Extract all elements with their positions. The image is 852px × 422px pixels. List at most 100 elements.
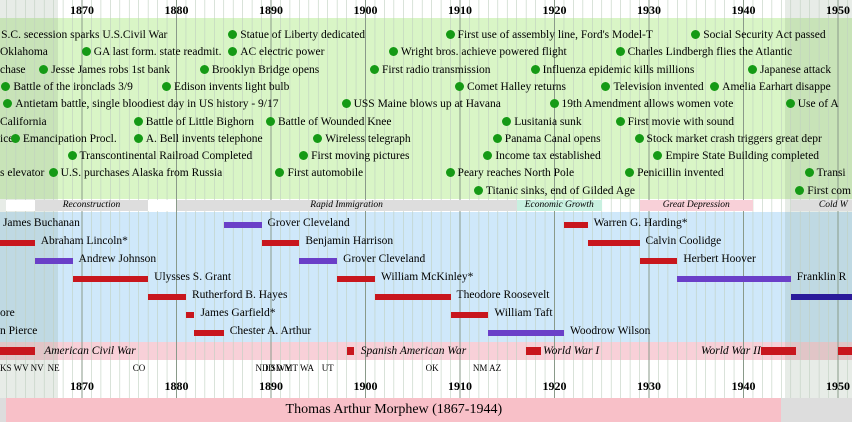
event-item: 19th Amendment allows women vote	[549, 98, 733, 111]
event-item: First automobile	[275, 167, 363, 180]
event-label: Battle of Little Bighorn	[145, 115, 254, 128]
president-term-bar	[34, 258, 73, 264]
event-item: Antietam battle, single bloodiest day in…	[3, 98, 278, 111]
event-label: Japanese attack	[759, 63, 832, 76]
event-item: s elevator	[0, 167, 44, 180]
president-name: Ulysses S. Grant	[154, 271, 232, 283]
president-term-bar	[261, 240, 300, 246]
event-item: Wright bros. achieve powered flight	[388, 46, 567, 59]
president-name: William McKinley*	[380, 271, 474, 283]
president-name: Franklin R	[796, 271, 847, 283]
event-label: Oklahoma	[0, 46, 48, 59]
era-segment: Rapid Immigration	[176, 200, 517, 211]
event-item: California	[0, 116, 47, 129]
event-item: U.S. purchases Alaska from Russia	[48, 167, 222, 180]
event-item: First movie with sound	[615, 116, 734, 129]
event-label: Statue of Liberty dedicated	[240, 29, 366, 41]
event-item: USS Maine blows up at Havana	[341, 98, 501, 111]
event-item: Battle of Little Bighorn	[133, 115, 254, 129]
president-name: Herbert Hoover	[683, 253, 756, 265]
event-item: First use of assembly line, Ford's Model…	[445, 29, 653, 42]
event-dot	[341, 99, 351, 109]
statehood-label: ND SD MT WA	[255, 363, 314, 373]
event-item: Transi	[804, 167, 846, 180]
event-label: Battle of the ironclads 3/9	[13, 80, 133, 93]
event-dot	[3, 99, 13, 109]
era-segment: Cold W	[790, 200, 852, 211]
event-dot	[313, 133, 323, 143]
president-term-bar	[148, 294, 186, 300]
event-dot	[634, 133, 644, 143]
president-term-bar	[72, 276, 149, 282]
event-label: Penicillin invented	[637, 167, 724, 180]
year-footer-band	[0, 374, 852, 398]
president-name: Theodore Roosevelt	[456, 289, 550, 301]
president-name: Woodrow Wilson	[569, 325, 651, 337]
event-label: ice	[0, 132, 14, 145]
statehood-label: OK	[425, 363, 439, 373]
event-label: First radio transmission	[381, 63, 491, 76]
event-item: Battle of Wounded Knee	[266, 116, 392, 129]
event-item: Lusitania sunk	[502, 116, 582, 129]
event-label: S.C. secession sparks U.S.Civil War	[1, 29, 168, 41]
event-label: Empire State Building completed	[665, 150, 820, 163]
event-label: Use of A	[797, 98, 839, 111]
president-name: ore	[0, 307, 15, 319]
statehood-label: NM AZ	[472, 363, 502, 373]
event-dot	[804, 168, 814, 178]
event-dot	[133, 133, 143, 143]
event-item: Emancipation Procl.	[10, 132, 117, 146]
event-label: Wireless telegraph	[325, 132, 411, 145]
event-item: First radio transmission	[369, 63, 491, 77]
events-band	[0, 0, 852, 200]
president-name: Rutherford B. Hayes	[191, 289, 288, 301]
decade-label-bottom: 1930	[637, 379, 661, 393]
event-dot	[228, 47, 238, 57]
event-dot	[455, 81, 464, 91]
president-term-bar	[194, 330, 224, 336]
event-label: Influenza epidemic kills millions	[542, 63, 695, 76]
decade-label-bottom: 1950	[826, 379, 850, 393]
event-dot	[625, 168, 635, 178]
president-term-bar	[450, 312, 489, 318]
event-item: Jesse James robs 1st bank	[39, 64, 170, 77]
event-item: A. Bell invents telephone	[133, 133, 263, 146]
president-name: Calvin Coolidge	[645, 235, 722, 247]
event-dot	[48, 168, 58, 178]
event-dot	[39, 64, 49, 74]
event-dot	[67, 151, 77, 161]
event-label: Jesse James robs 1st bank	[51, 63, 171, 76]
president-term-bar	[587, 240, 640, 246]
president-name: Abraham Lincoln*	[40, 235, 128, 247]
event-dot	[615, 116, 625, 126]
event-dot	[162, 81, 172, 91]
era-segment: Reconstruction	[34, 200, 149, 211]
event-dot	[502, 116, 512, 126]
event-dot	[228, 30, 238, 39]
president-term-bar	[299, 258, 338, 264]
decade-label-top: 1910	[448, 3, 472, 17]
president-term-bar	[185, 312, 195, 318]
event-label: Battle of Wounded Knee	[278, 115, 392, 128]
event-label: Emancipation Procl.	[22, 132, 117, 145]
event-dot	[388, 47, 398, 57]
era-segment	[6, 200, 35, 211]
president-name: n Pierce	[0, 325, 38, 337]
event-dot	[795, 185, 805, 195]
president-term-bar	[563, 222, 588, 228]
war-bar	[760, 347, 797, 355]
statehood-label: ID WY	[265, 363, 292, 373]
event-dot	[691, 30, 701, 39]
event-dot	[615, 47, 625, 57]
event-item: Statue of Liberty dedicated	[228, 29, 365, 42]
decade-label-bottom: 1880	[164, 379, 189, 393]
event-item: ice	[0, 133, 13, 146]
event-item: chase	[0, 64, 26, 77]
event-item: Income tax established	[483, 150, 601, 163]
left-shade	[0, 0, 58, 398]
event-item: Empire State Building completed	[653, 150, 819, 163]
president-name: William Taft	[494, 307, 553, 319]
event-dot	[266, 116, 275, 126]
wars-band	[0, 342, 852, 360]
